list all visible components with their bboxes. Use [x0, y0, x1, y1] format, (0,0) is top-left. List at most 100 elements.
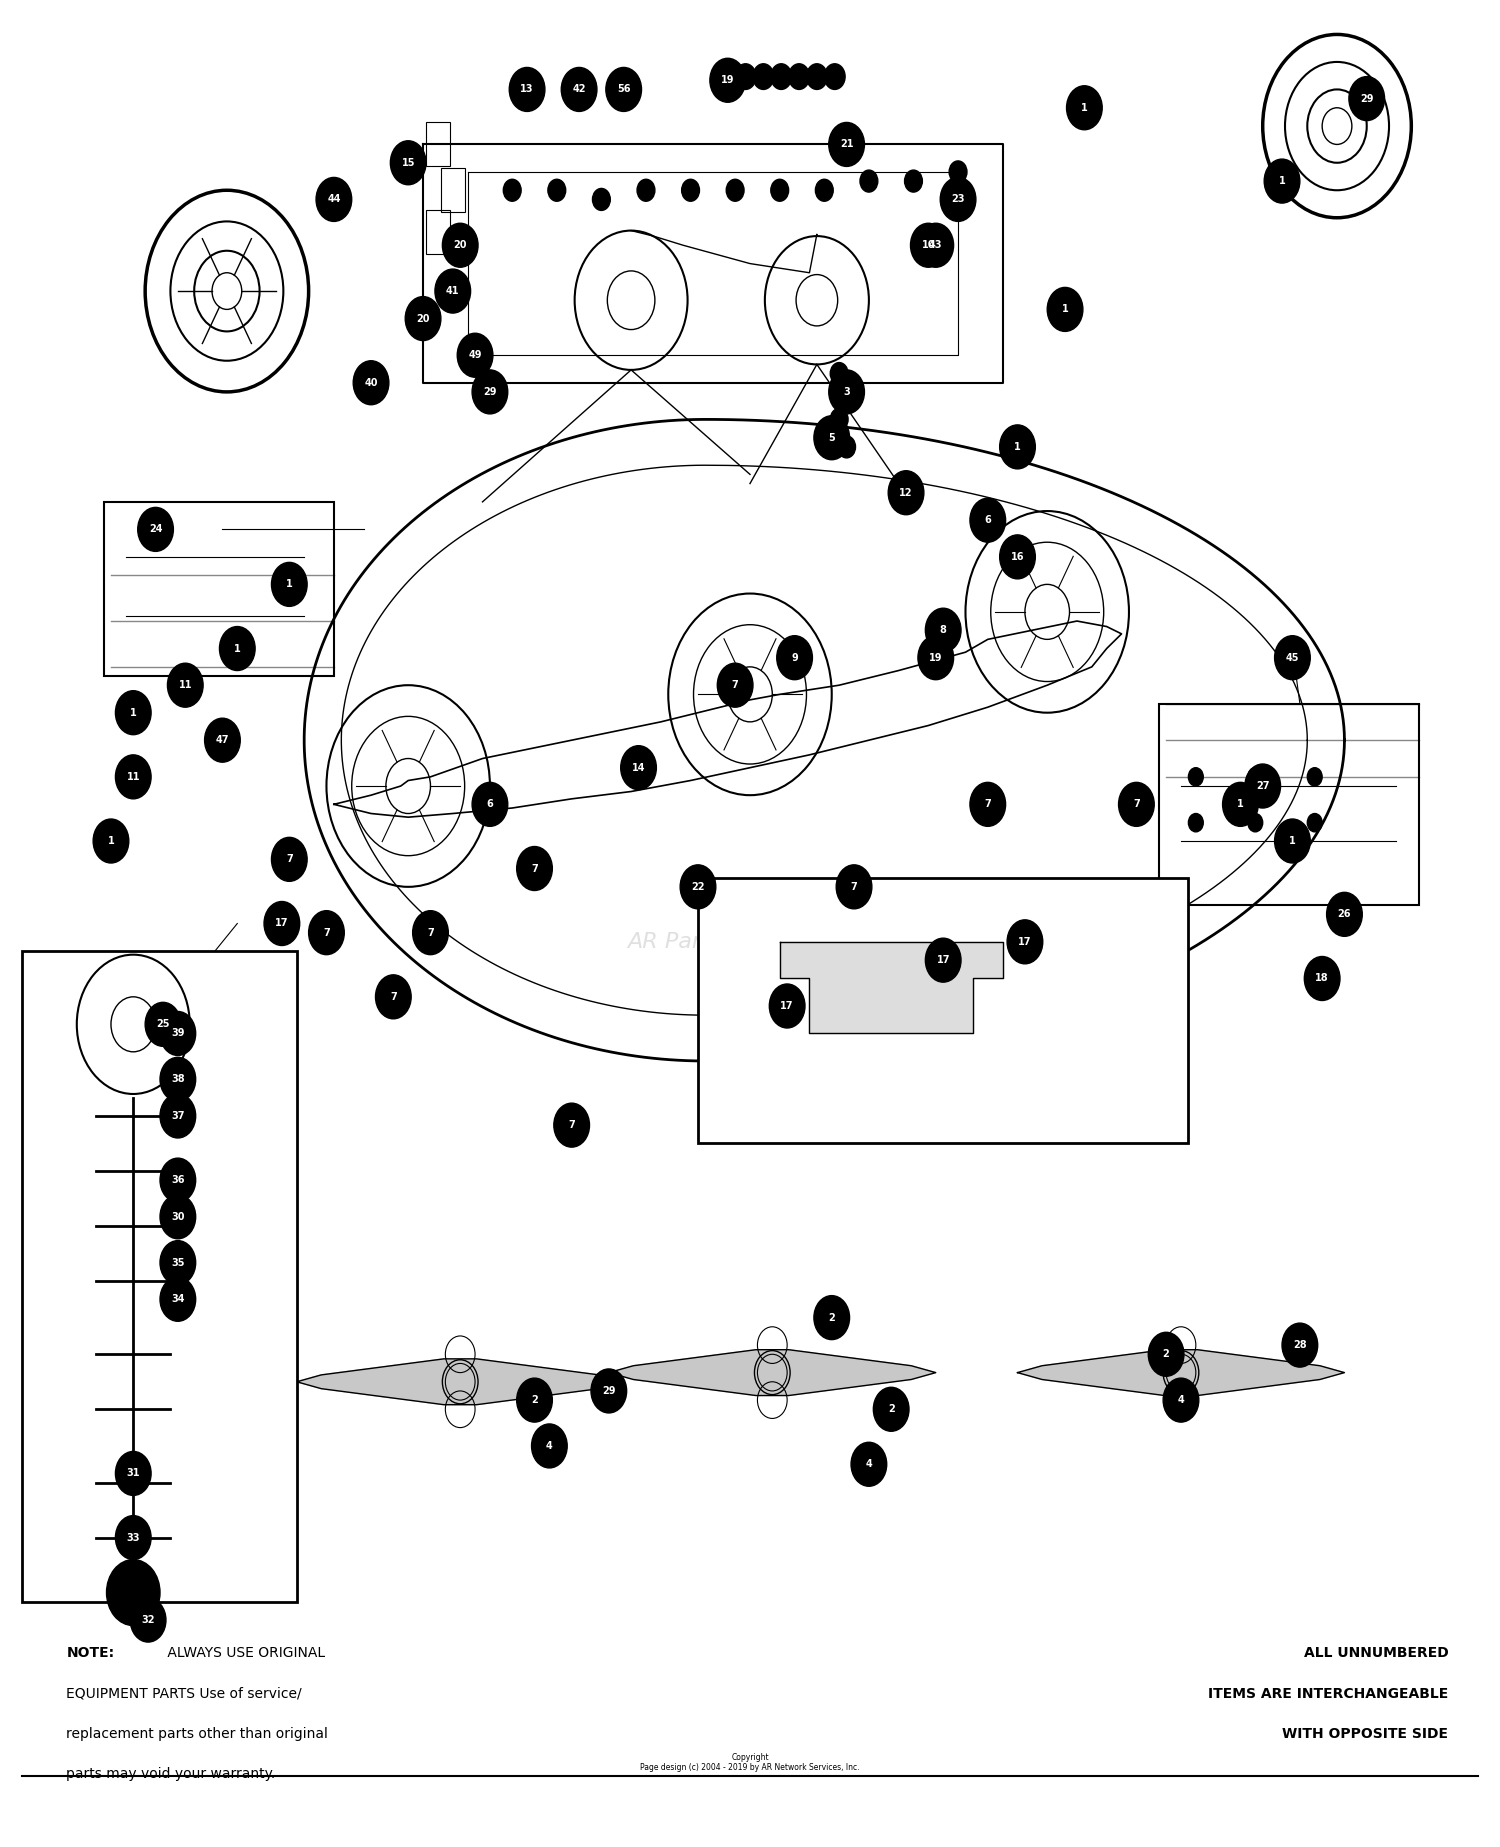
Text: 20: 20: [417, 314, 430, 323]
Circle shape: [116, 691, 152, 735]
Text: 12: 12: [900, 488, 914, 497]
Text: 6: 6: [486, 800, 494, 809]
Text: 7: 7: [531, 864, 538, 874]
Circle shape: [272, 561, 308, 606]
Text: 28: 28: [1293, 1341, 1306, 1350]
Circle shape: [970, 499, 1005, 543]
Polygon shape: [1017, 1350, 1344, 1396]
Circle shape: [458, 332, 494, 377]
Circle shape: [910, 223, 946, 268]
Circle shape: [815, 416, 849, 460]
Circle shape: [1308, 813, 1322, 831]
Text: 36: 36: [171, 1175, 184, 1186]
Circle shape: [926, 608, 962, 652]
Text: 1: 1: [1278, 175, 1286, 187]
Text: 1: 1: [286, 580, 292, 589]
Text: 24: 24: [148, 525, 162, 534]
Circle shape: [1222, 783, 1258, 826]
Circle shape: [435, 270, 471, 314]
Text: replacement parts other than original: replacement parts other than original: [66, 1727, 328, 1742]
Circle shape: [160, 1241, 195, 1286]
Circle shape: [918, 223, 954, 268]
Text: 1: 1: [1082, 103, 1088, 113]
Circle shape: [830, 369, 864, 414]
Circle shape: [638, 179, 656, 201]
Circle shape: [1282, 1322, 1317, 1367]
Circle shape: [1275, 635, 1311, 680]
Text: 44: 44: [327, 194, 340, 205]
Text: 1: 1: [234, 643, 240, 654]
Text: EQUIPMENT PARTS Use of service/: EQUIPMENT PARTS Use of service/: [66, 1686, 302, 1701]
Text: 37: 37: [171, 1112, 184, 1121]
Text: 1: 1: [108, 837, 114, 846]
FancyBboxPatch shape: [22, 951, 297, 1601]
Circle shape: [116, 1452, 152, 1496]
Text: 27: 27: [1256, 781, 1269, 791]
Circle shape: [831, 362, 848, 384]
Circle shape: [836, 864, 872, 909]
Circle shape: [777, 635, 813, 680]
Text: 21: 21: [840, 139, 854, 150]
Circle shape: [873, 1387, 909, 1431]
Circle shape: [1264, 159, 1300, 203]
Circle shape: [146, 1003, 182, 1045]
Circle shape: [138, 508, 174, 552]
Text: ITEMS ARE INTERCHANGEABLE: ITEMS ARE INTERCHANGEABLE: [1208, 1686, 1449, 1701]
Text: 1: 1: [1062, 305, 1068, 314]
Circle shape: [160, 1195, 195, 1239]
Bar: [1158, 704, 1419, 905]
Circle shape: [548, 179, 566, 201]
Circle shape: [621, 746, 657, 791]
Text: 3: 3: [843, 386, 850, 397]
Circle shape: [93, 818, 129, 863]
Text: ALL UNNUMBERED: ALL UNNUMBERED: [1304, 1646, 1449, 1660]
Text: 38: 38: [171, 1075, 184, 1084]
Circle shape: [219, 626, 255, 670]
Text: 26: 26: [1338, 909, 1352, 920]
Text: 1: 1: [1288, 837, 1296, 846]
Circle shape: [472, 783, 508, 826]
Text: 13: 13: [520, 85, 534, 94]
Text: 7: 7: [984, 800, 992, 809]
Circle shape: [753, 65, 774, 89]
Text: 7: 7: [322, 927, 330, 938]
Polygon shape: [297, 1359, 624, 1406]
Circle shape: [680, 864, 716, 909]
Circle shape: [830, 122, 864, 166]
Circle shape: [904, 170, 922, 192]
Circle shape: [850, 1443, 886, 1487]
Circle shape: [1188, 813, 1203, 831]
Text: 22: 22: [692, 881, 705, 892]
Circle shape: [999, 536, 1035, 578]
FancyBboxPatch shape: [698, 877, 1188, 1143]
Text: WITH OPPOSITE SIDE: WITH OPPOSITE SIDE: [1282, 1727, 1449, 1742]
Circle shape: [316, 177, 351, 222]
Circle shape: [1066, 85, 1102, 129]
Text: 4: 4: [546, 1441, 552, 1452]
Text: 35: 35: [171, 1258, 184, 1267]
Circle shape: [309, 911, 345, 955]
Text: 56: 56: [616, 85, 630, 94]
Text: 34: 34: [171, 1295, 184, 1304]
Circle shape: [442, 223, 478, 268]
Text: 7: 7: [1132, 800, 1140, 809]
Circle shape: [1248, 768, 1263, 787]
Circle shape: [116, 755, 152, 800]
Circle shape: [771, 179, 789, 201]
Circle shape: [710, 59, 746, 102]
Circle shape: [405, 297, 441, 340]
Circle shape: [606, 68, 642, 111]
Text: 2: 2: [531, 1394, 538, 1406]
Circle shape: [859, 170, 877, 192]
Circle shape: [735, 65, 756, 89]
Text: 11: 11: [126, 772, 140, 781]
Circle shape: [950, 161, 968, 183]
Text: 31: 31: [126, 1468, 140, 1478]
Circle shape: [561, 68, 597, 111]
Circle shape: [815, 1295, 849, 1339]
Circle shape: [837, 436, 855, 458]
Text: 2: 2: [1162, 1350, 1170, 1359]
Circle shape: [1308, 768, 1322, 787]
Circle shape: [926, 938, 962, 983]
Text: 29: 29: [483, 386, 496, 397]
